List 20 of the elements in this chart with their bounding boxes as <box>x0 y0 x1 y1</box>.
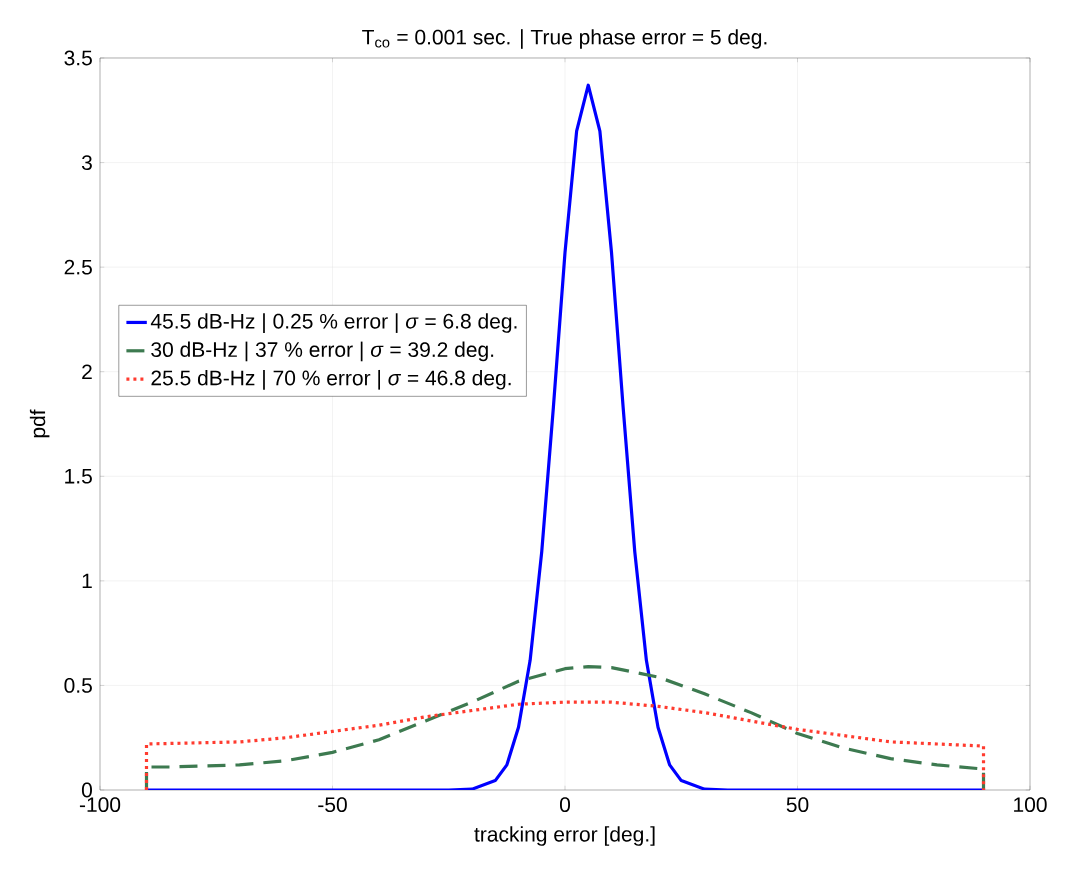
y-tick-label: 1.5 <box>65 468 92 484</box>
legend-label: 45.5 dB-Hz | 0.25 % error | σ = 6.8 deg. <box>150 313 517 333</box>
legend-label: 30 dB-Hz | 37 % error | σ = 39.2 deg. <box>151 341 494 362</box>
y-tick-label: 1 <box>82 573 92 589</box>
y-tick-label: 0 <box>81 782 92 798</box>
x-tick-label: 50 <box>786 797 809 813</box>
x-tick-label: -50 <box>318 797 347 813</box>
y-tick-label: 2 <box>82 364 92 380</box>
y-axis-title: pdf <box>29 409 50 438</box>
x-tick-label: 100 <box>1014 797 1047 813</box>
y-tick-label: 3.5 <box>64 50 92 66</box>
x-tick-label: -100 <box>79 797 121 813</box>
y-tick-label: 0.5 <box>64 678 92 693</box>
x-axis-title: tracking error [deg.] <box>474 826 655 846</box>
y-tick-label: 2.5 <box>64 259 92 275</box>
x-tick-label: 0 <box>559 797 571 813</box>
y-tick-label: 3 <box>81 155 92 170</box>
line-series <box>144 665 986 790</box>
legend-label: 25.5 dB-Hz | 70 % error | σ = 46.8 deg. <box>151 369 511 390</box>
chart-title: T$_{co}$ = 0.001 sec. | True phase error = 5 deg. <box>362 29 767 49</box>
